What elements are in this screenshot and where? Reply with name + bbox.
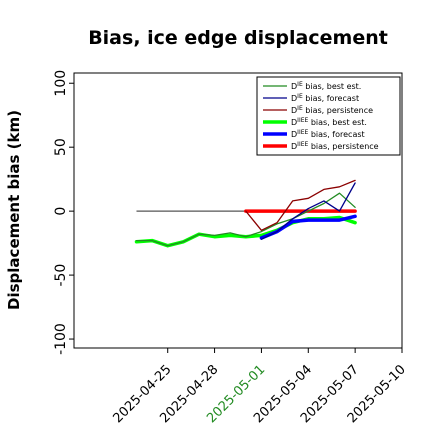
legend-label: DIIEE bias, forecast [291,129,365,139]
y-tick-label: 100 [53,70,69,97]
legend-label-rest: bias, forecast [308,130,364,139]
legend-label: DIE bias, persistence [291,105,373,115]
series-line [135,192,356,247]
legend-label-rest: bias, best est. [303,82,362,91]
legend-label-base: D [291,106,297,115]
legend-label-rest: bias, forecast [303,94,359,103]
y-tick-label: -50 [53,264,69,287]
y-axis-label: Displacement bias (km) [5,110,23,310]
legend-label: DIE bias, forecast [291,93,359,103]
legend-label-superscript: IIEE [297,117,308,124]
legend-label-superscript: IE [297,105,303,112]
legend-label: DIIEE bias, best est. [291,117,367,127]
legend-label: DIIEE bias, persistence [291,141,379,151]
legend-label-rest: bias, persistence [308,142,378,151]
y-tick-label: 0 [53,207,69,216]
plot-frame [73,72,403,349]
y-axis: -100 -50 0 50 100 [53,70,74,355]
legend-label-rest: bias, persistence [303,106,373,115]
chart-title: Bias, ice edge displacement [88,27,388,49]
x-axis: 2025-04-252025-04-282025-05-012025-05-04… [111,348,409,426]
legend-label-superscript: IE [297,81,303,88]
series-line [245,179,356,231]
legend-label-base: D [291,94,297,103]
legend-label-superscript: IE [297,93,303,100]
legend-label-base: D [291,130,297,139]
legend-label-superscript: IIEE [297,129,308,136]
series-line [259,214,357,240]
legend-label-base: D [291,142,297,151]
series-layer [134,179,357,248]
legend-label-base: D [291,118,297,127]
y-tick-label: 50 [53,138,69,156]
legend-label: DIE bias, best est. [291,81,361,91]
legend-box [256,76,401,156]
y-tick-label: -100 [53,323,69,355]
legend-label-rest: bias, best est. [308,118,367,127]
legend-label-base: D [291,82,297,91]
series-line [260,182,356,240]
legend-label-superscript: IIEE [297,141,308,148]
legend: DIE bias, best est.DIE bias, forecastDIE… [256,76,401,156]
